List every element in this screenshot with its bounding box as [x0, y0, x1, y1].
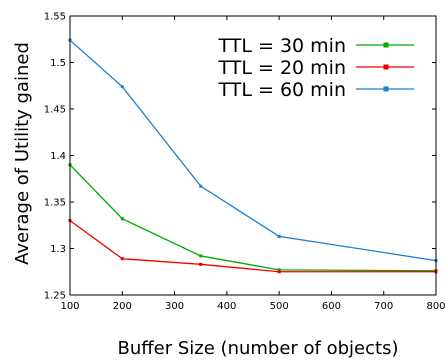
data-point — [120, 85, 124, 89]
y-tick-label: 1.4 — [50, 151, 66, 162]
x-tick-label: 200 — [113, 301, 132, 312]
y-tick-label: 1.25 — [44, 291, 66, 302]
series-line — [69, 220, 436, 273]
data-point — [277, 268, 281, 272]
x-axis-title: Buffer Size (number of objects) — [118, 338, 399, 359]
tick-layer: 100 200 300 400 500 600 700 800 1.25 1.3 1.35 1.4 1.… — [44, 12, 446, 313]
y-tick-label: 1.55 — [44, 12, 66, 23]
legend-label: TTL = 30 min — [217, 35, 346, 57]
x-tick-label: 400 — [217, 301, 236, 312]
legend-marker — [383, 42, 389, 48]
legend-marker — [383, 86, 389, 92]
y-tick-label: 1.3 — [50, 244, 66, 255]
legend-label: TTL = 60 min — [217, 79, 346, 101]
data-point — [277, 234, 281, 238]
data-point — [277, 270, 281, 274]
y-tick-label: 1.5 — [50, 58, 66, 69]
data-point — [199, 184, 203, 188]
series-0 — [68, 163, 438, 273]
legend-label: TTL = 20 min — [217, 57, 346, 79]
y-tick-label: 1.45 — [44, 105, 66, 116]
y-axis-title: Average of Utility gained — [12, 42, 33, 265]
data-point — [120, 217, 124, 221]
x-tick-label: 600 — [322, 301, 341, 312]
x-tick-label: 300 — [165, 301, 184, 312]
x-tick-label: 500 — [270, 301, 289, 312]
x-tick-label: 100 — [60, 301, 79, 312]
legend-marker — [383, 64, 389, 70]
x-tick-label: 800 — [426, 301, 445, 312]
y-tick-label: 1.35 — [44, 198, 66, 209]
x-tick-label: 700 — [374, 301, 393, 312]
data-point — [199, 262, 203, 266]
data-point — [199, 254, 203, 258]
data-point — [120, 257, 124, 261]
series-line — [69, 164, 437, 272]
